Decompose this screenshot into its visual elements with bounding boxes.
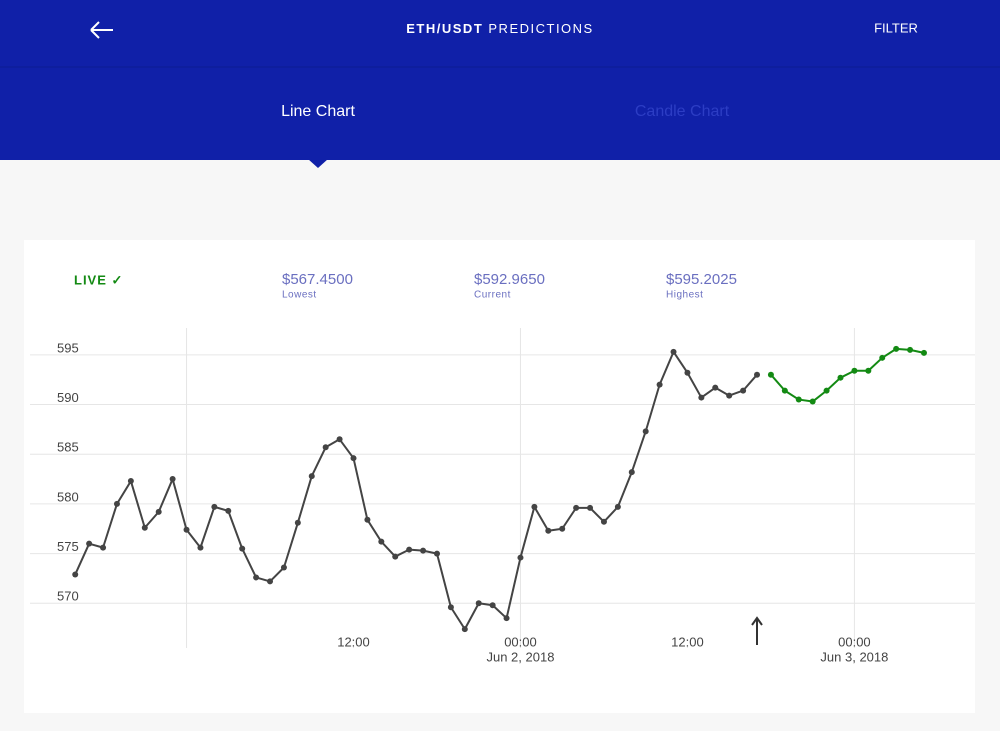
data-point <box>893 345 900 352</box>
chart-card <box>24 240 975 713</box>
data-point <box>517 554 524 561</box>
data-point <box>642 428 649 435</box>
data-point <box>865 367 872 374</box>
data-point <box>364 516 371 523</box>
data-point <box>322 444 329 451</box>
data-point <box>600 518 607 525</box>
data-point <box>253 574 260 581</box>
stat-value: $567.4500 <box>282 271 353 288</box>
data-point <box>433 550 440 557</box>
data-point <box>406 546 413 553</box>
data-point <box>350 455 357 462</box>
y-tick-label: 575 <box>57 539 79 554</box>
data-point <box>86 540 93 547</box>
data-point <box>712 384 719 391</box>
data-point <box>420 547 427 554</box>
stat-label: Highest <box>666 290 703 301</box>
x-tick-label: 00:00 <box>504 634 537 649</box>
back-arrow[interactable] <box>90 21 113 39</box>
data-point <box>447 604 454 611</box>
data-point <box>100 544 107 551</box>
data-point <box>239 545 246 552</box>
filter-button[interactable]: FILTER <box>874 20 918 35</box>
data-point <box>267 578 274 585</box>
data-point <box>155 508 162 515</box>
data-point <box>587 504 594 511</box>
data-point <box>740 387 747 394</box>
data-point <box>559 525 566 532</box>
data-point <box>726 392 733 399</box>
live-status: LIVE ✓ <box>74 272 123 287</box>
y-tick-label: 595 <box>57 340 79 355</box>
data-point <box>336 436 343 443</box>
data-point <box>127 478 134 485</box>
data-point <box>698 394 705 401</box>
data-point <box>670 348 677 355</box>
series-line <box>74 350 758 631</box>
data-point <box>280 564 287 571</box>
x-tick-label: 12:00 <box>337 634 370 649</box>
data-point <box>767 371 774 378</box>
data-point <box>113 500 120 507</box>
data-point <box>795 396 802 403</box>
data-point <box>72 571 79 578</box>
data-point <box>489 602 496 609</box>
header-bg <box>0 0 1000 160</box>
data-point <box>141 524 148 531</box>
data-point <box>754 371 761 378</box>
data-point <box>920 349 927 356</box>
data-point <box>809 398 816 405</box>
data-point <box>573 504 580 511</box>
x-tick-label: 12:00 <box>671 634 704 649</box>
data-point <box>851 367 858 374</box>
x-tick-label: 00:00 <box>838 634 871 649</box>
data-point <box>308 473 315 480</box>
data-point <box>378 538 385 545</box>
data-point <box>225 507 232 514</box>
data-point <box>461 626 468 633</box>
y-tick-label: 590 <box>57 390 79 405</box>
data-point <box>503 615 510 622</box>
stat-label: Lowest <box>282 290 317 301</box>
data-point <box>211 503 218 510</box>
y-tick-label: 580 <box>57 489 79 504</box>
title-rest: PREDICTIONS <box>488 21 593 36</box>
tab[interactable]: Line Chart <box>281 103 355 120</box>
data-point <box>294 519 301 526</box>
data-point <box>197 544 204 551</box>
title-bold: ETH/USDT <box>406 21 483 36</box>
data-point <box>545 527 552 534</box>
data-point <box>781 387 788 394</box>
y-tick-label: 570 <box>57 589 79 604</box>
data-point <box>837 374 844 381</box>
data-point <box>169 476 176 483</box>
data-point <box>684 369 691 376</box>
stat-value: $592.9650 <box>474 271 545 288</box>
back-button[interactable] <box>90 21 113 39</box>
data-point <box>614 503 621 510</box>
data-point <box>531 503 538 510</box>
tab-pointer <box>308 159 328 168</box>
data-point <box>823 387 830 394</box>
data-point <box>907 346 914 353</box>
tab[interactable]: Candle Chart <box>635 103 730 120</box>
x-tick-date: Jun 2, 2018 <box>486 649 554 664</box>
data-point <box>475 600 482 607</box>
x-tick-date: Jun 3, 2018 <box>820 649 888 664</box>
data-point <box>392 553 399 560</box>
stat-label: Current <box>474 290 511 301</box>
stat-value: $595.2025 <box>666 271 737 288</box>
data-point <box>628 469 635 476</box>
now-marker <box>751 616 763 645</box>
data-point <box>183 526 190 533</box>
data-point <box>656 381 663 388</box>
page-title: ETH/USDT PREDICTIONS <box>406 21 593 36</box>
data-point <box>879 354 886 361</box>
y-tick-label: 585 <box>57 440 79 455</box>
